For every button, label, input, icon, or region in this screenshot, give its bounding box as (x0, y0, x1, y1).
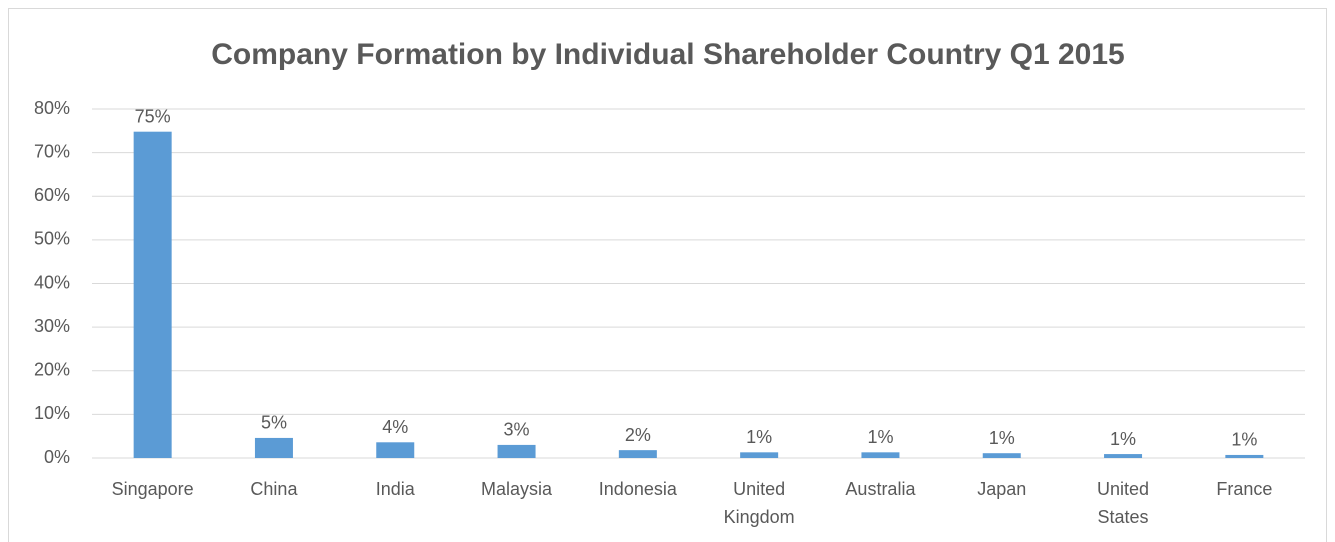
bar (982, 453, 1021, 458)
bar (376, 442, 415, 458)
data-label: 2% (625, 425, 651, 445)
y-tick-label: 70% (34, 141, 70, 161)
y-tick-label: 60% (34, 185, 70, 205)
bar (1225, 454, 1264, 458)
x-tick-label: United Kingdom (724, 479, 795, 527)
x-tick-label: Malaysia (481, 479, 553, 499)
y-tick-label: 80% (34, 98, 70, 118)
x-tick-label: Japan (977, 479, 1026, 499)
data-label: 1% (867, 427, 893, 447)
data-label: 75% (135, 106, 171, 126)
y-tick-label: 0% (44, 447, 70, 467)
x-tick-label: United States (1097, 479, 1149, 527)
data-label: 1% (1110, 429, 1136, 449)
x-tick-label: Indonesia (599, 479, 678, 499)
y-tick-label: 30% (34, 316, 70, 336)
y-tick-label: 50% (34, 229, 70, 249)
bar (133, 131, 172, 458)
bar (1104, 454, 1143, 458)
x-tick-label: Singapore (112, 479, 194, 499)
y-tick-label: 10% (34, 403, 70, 423)
y-tick-label: 20% (34, 360, 70, 380)
chart-border (8, 8, 1327, 542)
data-label: 4% (382, 417, 408, 437)
bar (861, 452, 900, 458)
x-tick-label: India (376, 479, 416, 499)
bar (497, 444, 536, 458)
data-label: 1% (989, 428, 1015, 448)
data-label: 1% (746, 427, 772, 447)
data-label: 1% (1231, 430, 1257, 450)
bar (618, 450, 657, 458)
x-tick-label: China (250, 479, 298, 499)
bar (740, 452, 779, 458)
bar (254, 437, 293, 458)
data-label: 5% (261, 413, 287, 433)
data-label: 3% (504, 420, 530, 440)
x-tick-label: Australia (845, 479, 916, 499)
x-tick-label: France (1216, 479, 1272, 499)
y-tick-label: 40% (34, 272, 70, 292)
chart-title: Company Formation by Individual Sharehol… (211, 38, 1125, 71)
